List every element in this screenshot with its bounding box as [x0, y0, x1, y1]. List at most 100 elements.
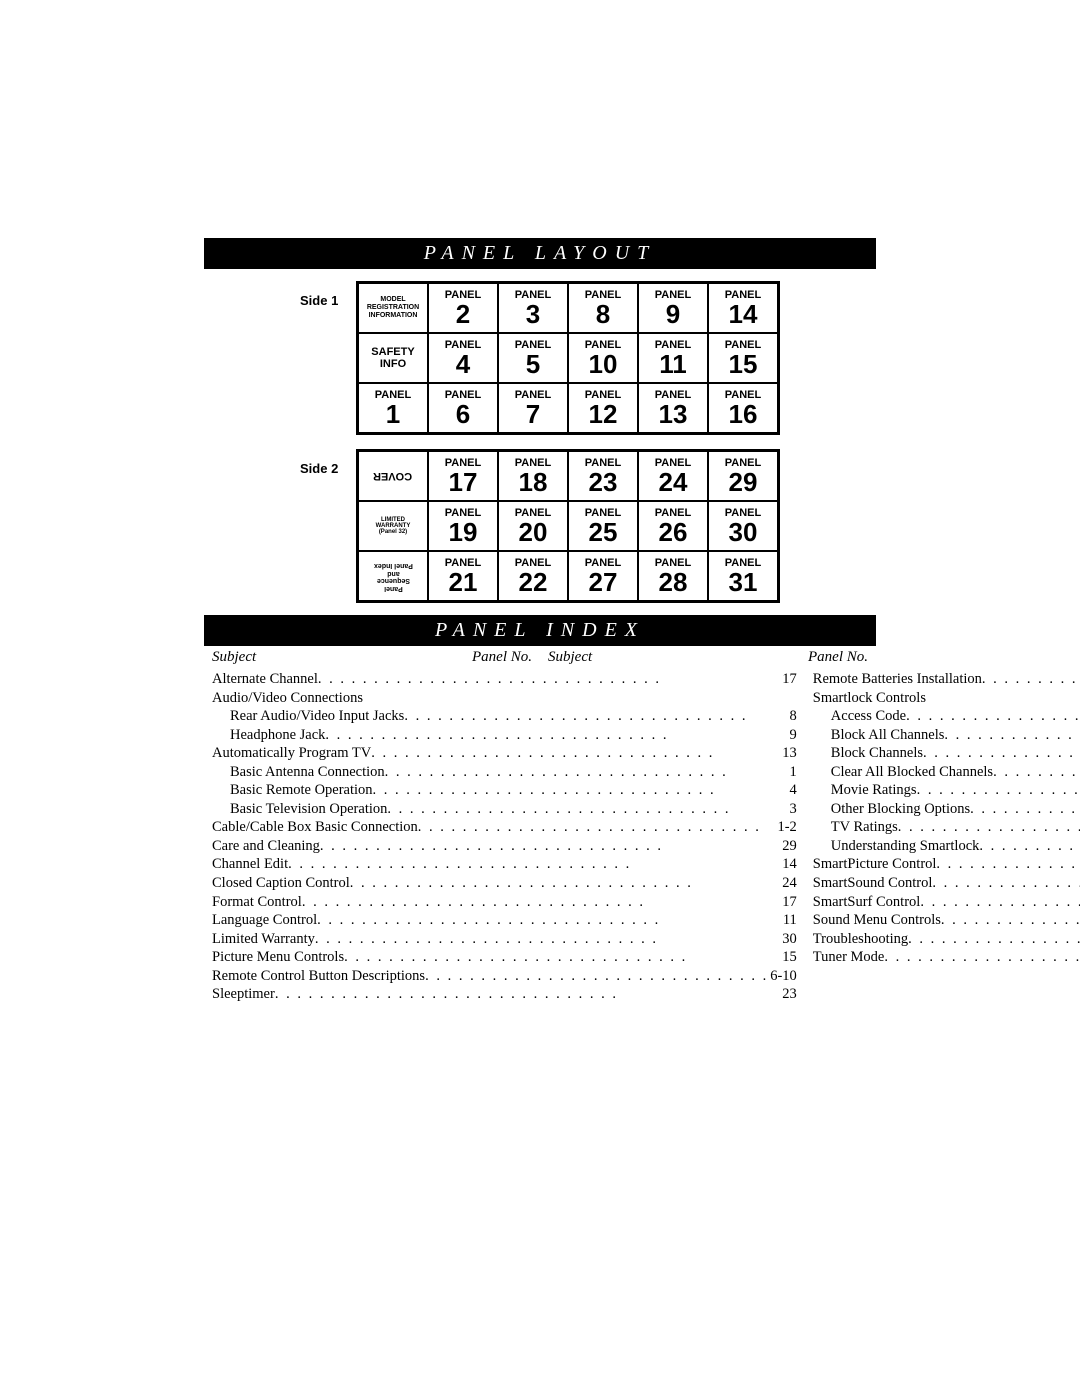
- index-entry: Sound Menu Controls16: [813, 911, 1080, 930]
- index-entry: Closed Caption Control24: [212, 874, 797, 893]
- panel-cell-5: PANEL5: [498, 333, 568, 383]
- index-entry: Format Control 17: [212, 893, 797, 912]
- index-entry-no: 9: [788, 726, 797, 745]
- index-entry: SmartSurf Control27: [813, 893, 1080, 912]
- index-entry-text: Format Control: [212, 893, 302, 912]
- header-subject-left: Subject: [212, 649, 256, 666]
- index-entry: Remote Batteries Installation5: [813, 670, 1080, 689]
- panel-cell-2: PANEL2: [428, 283, 498, 333]
- panel-cell-18: PANEL18: [498, 451, 568, 501]
- panel-cell-10: PANEL10: [568, 333, 638, 383]
- side-label: Side 2: [300, 449, 348, 476]
- panel-cell-24: PANEL24: [638, 451, 708, 501]
- index-entry: Channel Edit 14: [212, 855, 797, 874]
- panel-cell-14: PANEL14: [708, 283, 778, 333]
- index-entry: SmartSound Control26: [813, 874, 1080, 893]
- index-entry: Movie Ratings22: [813, 781, 1080, 800]
- panel-cell-1: PANEL1: [358, 383, 428, 433]
- index-entry: Automatically Program TV13: [212, 744, 797, 763]
- index-entry-text: Smartlock Controls: [813, 689, 926, 708]
- index-entry-text: Remote Control Button Descriptions: [212, 967, 425, 986]
- header-panelno-right: Panel No.: [808, 649, 868, 666]
- index-entry-text: Basic Television Operation: [230, 800, 387, 819]
- panel-cell-29: PANEL29: [708, 451, 778, 501]
- panel-grid: COVERPANEL17PANEL18PANEL23PANEL24PANEL29…: [356, 449, 780, 603]
- index-entry-text: Basic Remote Operation: [230, 781, 373, 800]
- index-entry: Sleeptimer 23: [212, 985, 797, 1004]
- index-entry: Cable/Cable Box Basic Connection1-2: [212, 818, 797, 837]
- index-entry-text: Remote Batteries Installation: [813, 670, 982, 689]
- index-entry-text: Language Control: [212, 911, 317, 930]
- index-columns: Alternate Channel17Audio/Video Connectio…: [204, 670, 876, 1004]
- index-right-col: Remote Batteries Installation5Smartlock …: [805, 670, 1080, 1004]
- banner-index: PANEL INDEX: [204, 615, 876, 646]
- index-entry: Basic Television Operation 3: [212, 800, 797, 819]
- index-entry-no: 4: [788, 781, 797, 800]
- index-entry: Block All Channels21: [813, 726, 1080, 745]
- index-entry-no: 30: [780, 930, 797, 949]
- index-entry-text: Headphone Jack: [230, 726, 325, 745]
- panel-cell-7: PANEL7: [498, 383, 568, 433]
- panel-layout-section: Side 1 MODELREGISTRATIONINFORMATIONPANEL2…: [204, 269, 876, 615]
- side-group-1: Side 1 MODELREGISTRATIONINFORMATIONPANEL2…: [300, 281, 780, 435]
- index-entry-text: Channel Edit: [212, 855, 288, 874]
- index-entry-no: 15: [780, 948, 797, 967]
- panel-cell-6: PANEL6: [428, 383, 498, 433]
- index-entry-text: Rear Audio/Video Input Jacks: [230, 707, 404, 726]
- panel-cell-3: PANEL3: [498, 283, 568, 333]
- panel-cell-23: PANEL23: [568, 451, 638, 501]
- index-entry-text: Limited Warranty: [212, 930, 315, 949]
- panel-cell-26: PANEL26: [638, 501, 708, 551]
- panel-cell-27: PANEL27: [568, 551, 638, 601]
- panel-cell-11: PANEL11: [638, 333, 708, 383]
- index-entry: Picture Menu Controls15: [212, 948, 797, 967]
- index-entry-no: 6-10: [768, 967, 797, 986]
- index-left-col: Alternate Channel17Audio/Video Connectio…: [204, 670, 805, 1004]
- index-entry-text: Block Channels: [831, 744, 923, 763]
- index-entry-text: Sleeptimer: [212, 985, 275, 1004]
- index-entry: Audio/Video Connections: [212, 689, 797, 708]
- index-entry-text: Closed Caption Control: [212, 874, 350, 893]
- side-label: Side 1: [300, 281, 348, 308]
- index-entry: Other Blocking Options23: [813, 800, 1080, 819]
- index-entry: Language Control11: [212, 911, 797, 930]
- side-group-2: Side 2 COVERPANEL17PANEL18PANEL23PANEL24P…: [300, 449, 780, 603]
- index-entry-text: SmartPicture Control: [813, 855, 937, 874]
- index-entry-text: Alternate Channel: [212, 670, 318, 689]
- index-entry: Limited Warranty 30: [212, 930, 797, 949]
- index-entry-no: 3: [788, 800, 797, 819]
- index-entry: Headphone Jack 9: [212, 726, 797, 745]
- panel-cell-31: PANEL31: [708, 551, 778, 601]
- page: PANEL LAYOUT Side 1 MODELREGISTRATIONINFO…: [0, 0, 1080, 1064]
- banner-layout: PANEL LAYOUT: [204, 238, 876, 269]
- index-entry: Troubleshooting28: [813, 930, 1080, 949]
- index-entry-text: Clear All Blocked Channels: [831, 763, 993, 782]
- panel-cell-16: PANEL16: [708, 383, 778, 433]
- index-entry-text: Audio/Video Connections: [212, 689, 363, 708]
- panel-cell-28: PANEL28: [638, 551, 708, 601]
- index-entry-no: 14: [780, 855, 797, 874]
- panel-grid: MODELREGISTRATIONINFORMATIONPANEL2PANEL3…: [356, 281, 780, 435]
- panel-cell-22: PANEL22: [498, 551, 568, 601]
- index-header: Subject Panel No. Subject Panel No.: [204, 646, 876, 670]
- index-entry-no: 1: [788, 763, 797, 782]
- index-entry-text: Other Blocking Options: [831, 800, 970, 819]
- panel-cell-25: PANEL25: [568, 501, 638, 551]
- index-entry: Basic Antenna Connection1: [212, 763, 797, 782]
- index-entry: Alternate Channel17: [212, 670, 797, 689]
- panel-cell-8: PANEL8: [568, 283, 638, 333]
- index-entry-no: 17: [780, 893, 797, 912]
- index-entry-text: SmartSound Control: [813, 874, 933, 893]
- index-entry: SmartPicture Control25: [813, 855, 1080, 874]
- index-entry-text: Tuner Mode: [813, 948, 885, 967]
- index-entry: TV Ratings22: [813, 818, 1080, 837]
- panel-cell-21: PANEL21: [428, 551, 498, 601]
- header-subject-right: Subject: [548, 649, 592, 666]
- index-entry-no: 23: [780, 985, 797, 1004]
- info-cell: COVER: [358, 451, 428, 501]
- index-entry: Remote Control Button Descriptions 6-10: [212, 967, 797, 986]
- panel-cell-9: PANEL9: [638, 283, 708, 333]
- info-cell: PanelSequenceandPanel Index: [358, 551, 428, 601]
- index-entry-text: SmartSurf Control: [813, 893, 921, 912]
- index-entry: Rear Audio/Video Input Jacks8: [212, 707, 797, 726]
